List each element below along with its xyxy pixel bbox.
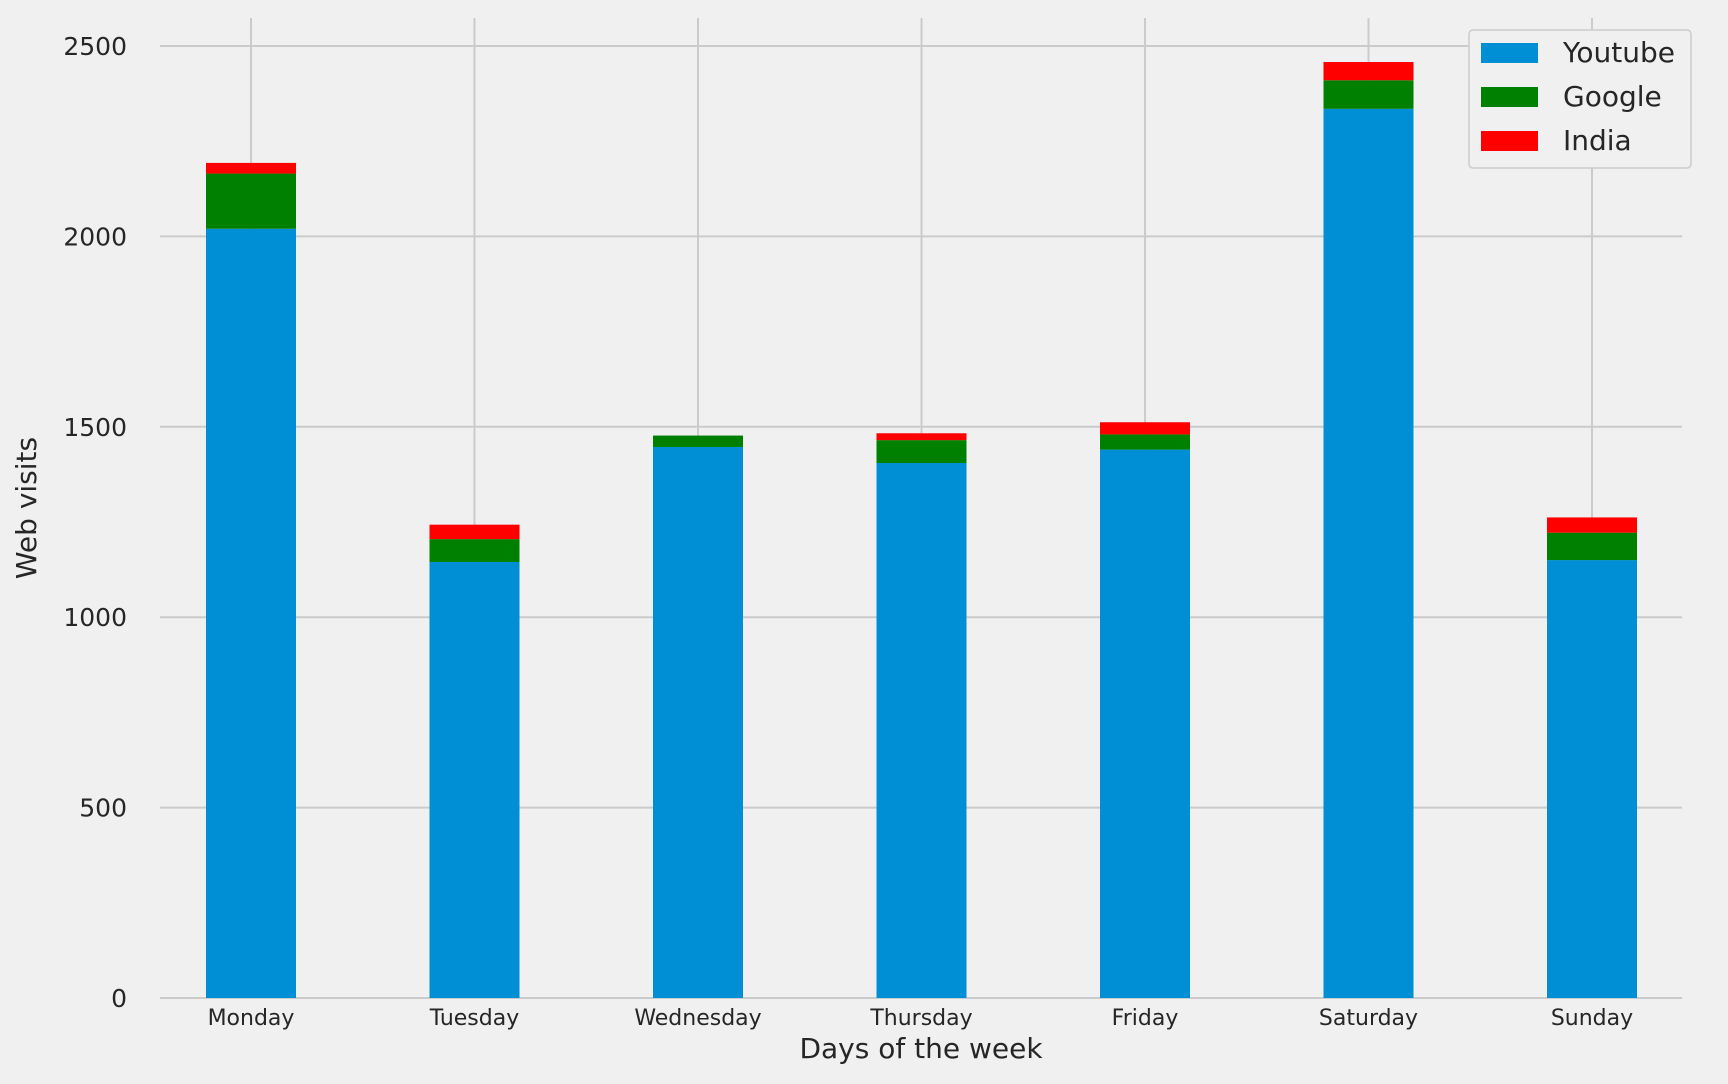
x-tick-labels: Monday Tuesday Wednesday Thursday Friday Satu… xyxy=(208,1006,1634,1031)
legend-label-google: Google xyxy=(1563,80,1662,113)
bar-sunday-youtube xyxy=(1547,560,1637,998)
bar-wednesday-youtube xyxy=(653,446,743,998)
legend-swatch-youtube xyxy=(1481,43,1538,63)
legend-swatch-google xyxy=(1481,87,1538,107)
bar-sunday-india xyxy=(1547,517,1637,533)
x-tick-label-tuesday: Tuesday xyxy=(429,1006,520,1031)
bar-monday-youtube xyxy=(206,228,296,998)
y-tick-label-500: 500 xyxy=(79,794,127,823)
x-tick-label-thursday: Thursday xyxy=(869,1006,972,1031)
y-tick-label-2500: 2500 xyxy=(63,32,127,61)
y-tick-labels: 0 500 1000 1500 2000 2500 xyxy=(63,32,127,1013)
bar-friday-india xyxy=(1100,422,1190,435)
bar-tuesday-google xyxy=(429,539,520,562)
x-tick-label-wednesday: Wednesday xyxy=(634,1006,761,1031)
bar-thursday-youtube xyxy=(876,462,967,998)
x-tick-label-monday: Monday xyxy=(208,1006,295,1031)
bar-monday-google xyxy=(206,173,296,229)
bar-thursday-india xyxy=(876,433,967,441)
bar-saturday-india xyxy=(1323,61,1414,81)
bar-wednesday-google xyxy=(653,435,743,447)
bar-monday-india xyxy=(206,162,296,174)
bar-tuesday-youtube xyxy=(429,561,520,998)
legend: Youtube Google India xyxy=(1468,29,1692,169)
legend-label-youtube: Youtube xyxy=(1562,36,1675,69)
y-tick-label-2000: 2000 xyxy=(63,222,127,251)
y-axis-label: Web visits xyxy=(10,437,43,579)
x-tick-label-friday: Friday xyxy=(1112,1006,1179,1031)
legend-swatch-india xyxy=(1481,131,1538,151)
bar-tuesday-india xyxy=(429,524,520,540)
bar-sunday-google xyxy=(1547,532,1637,561)
x-tick-label-sunday: Sunday xyxy=(1551,1006,1633,1031)
y-tick-label-1500: 1500 xyxy=(63,413,127,442)
bar-friday-google xyxy=(1100,434,1190,450)
x-axis-label: Days of the week xyxy=(799,1032,1043,1065)
bar-thursday-google xyxy=(876,440,967,463)
legend-label-india: India xyxy=(1563,124,1632,157)
bars xyxy=(206,61,1637,998)
bar-saturday-google xyxy=(1323,80,1414,109)
x-tick-label-saturday: Saturday xyxy=(1319,1006,1418,1031)
bar-saturday-youtube xyxy=(1323,108,1414,998)
y-tick-label-1000: 1000 xyxy=(63,603,127,632)
y-tick-label-0: 0 xyxy=(111,984,127,1013)
bar-friday-youtube xyxy=(1100,449,1190,998)
